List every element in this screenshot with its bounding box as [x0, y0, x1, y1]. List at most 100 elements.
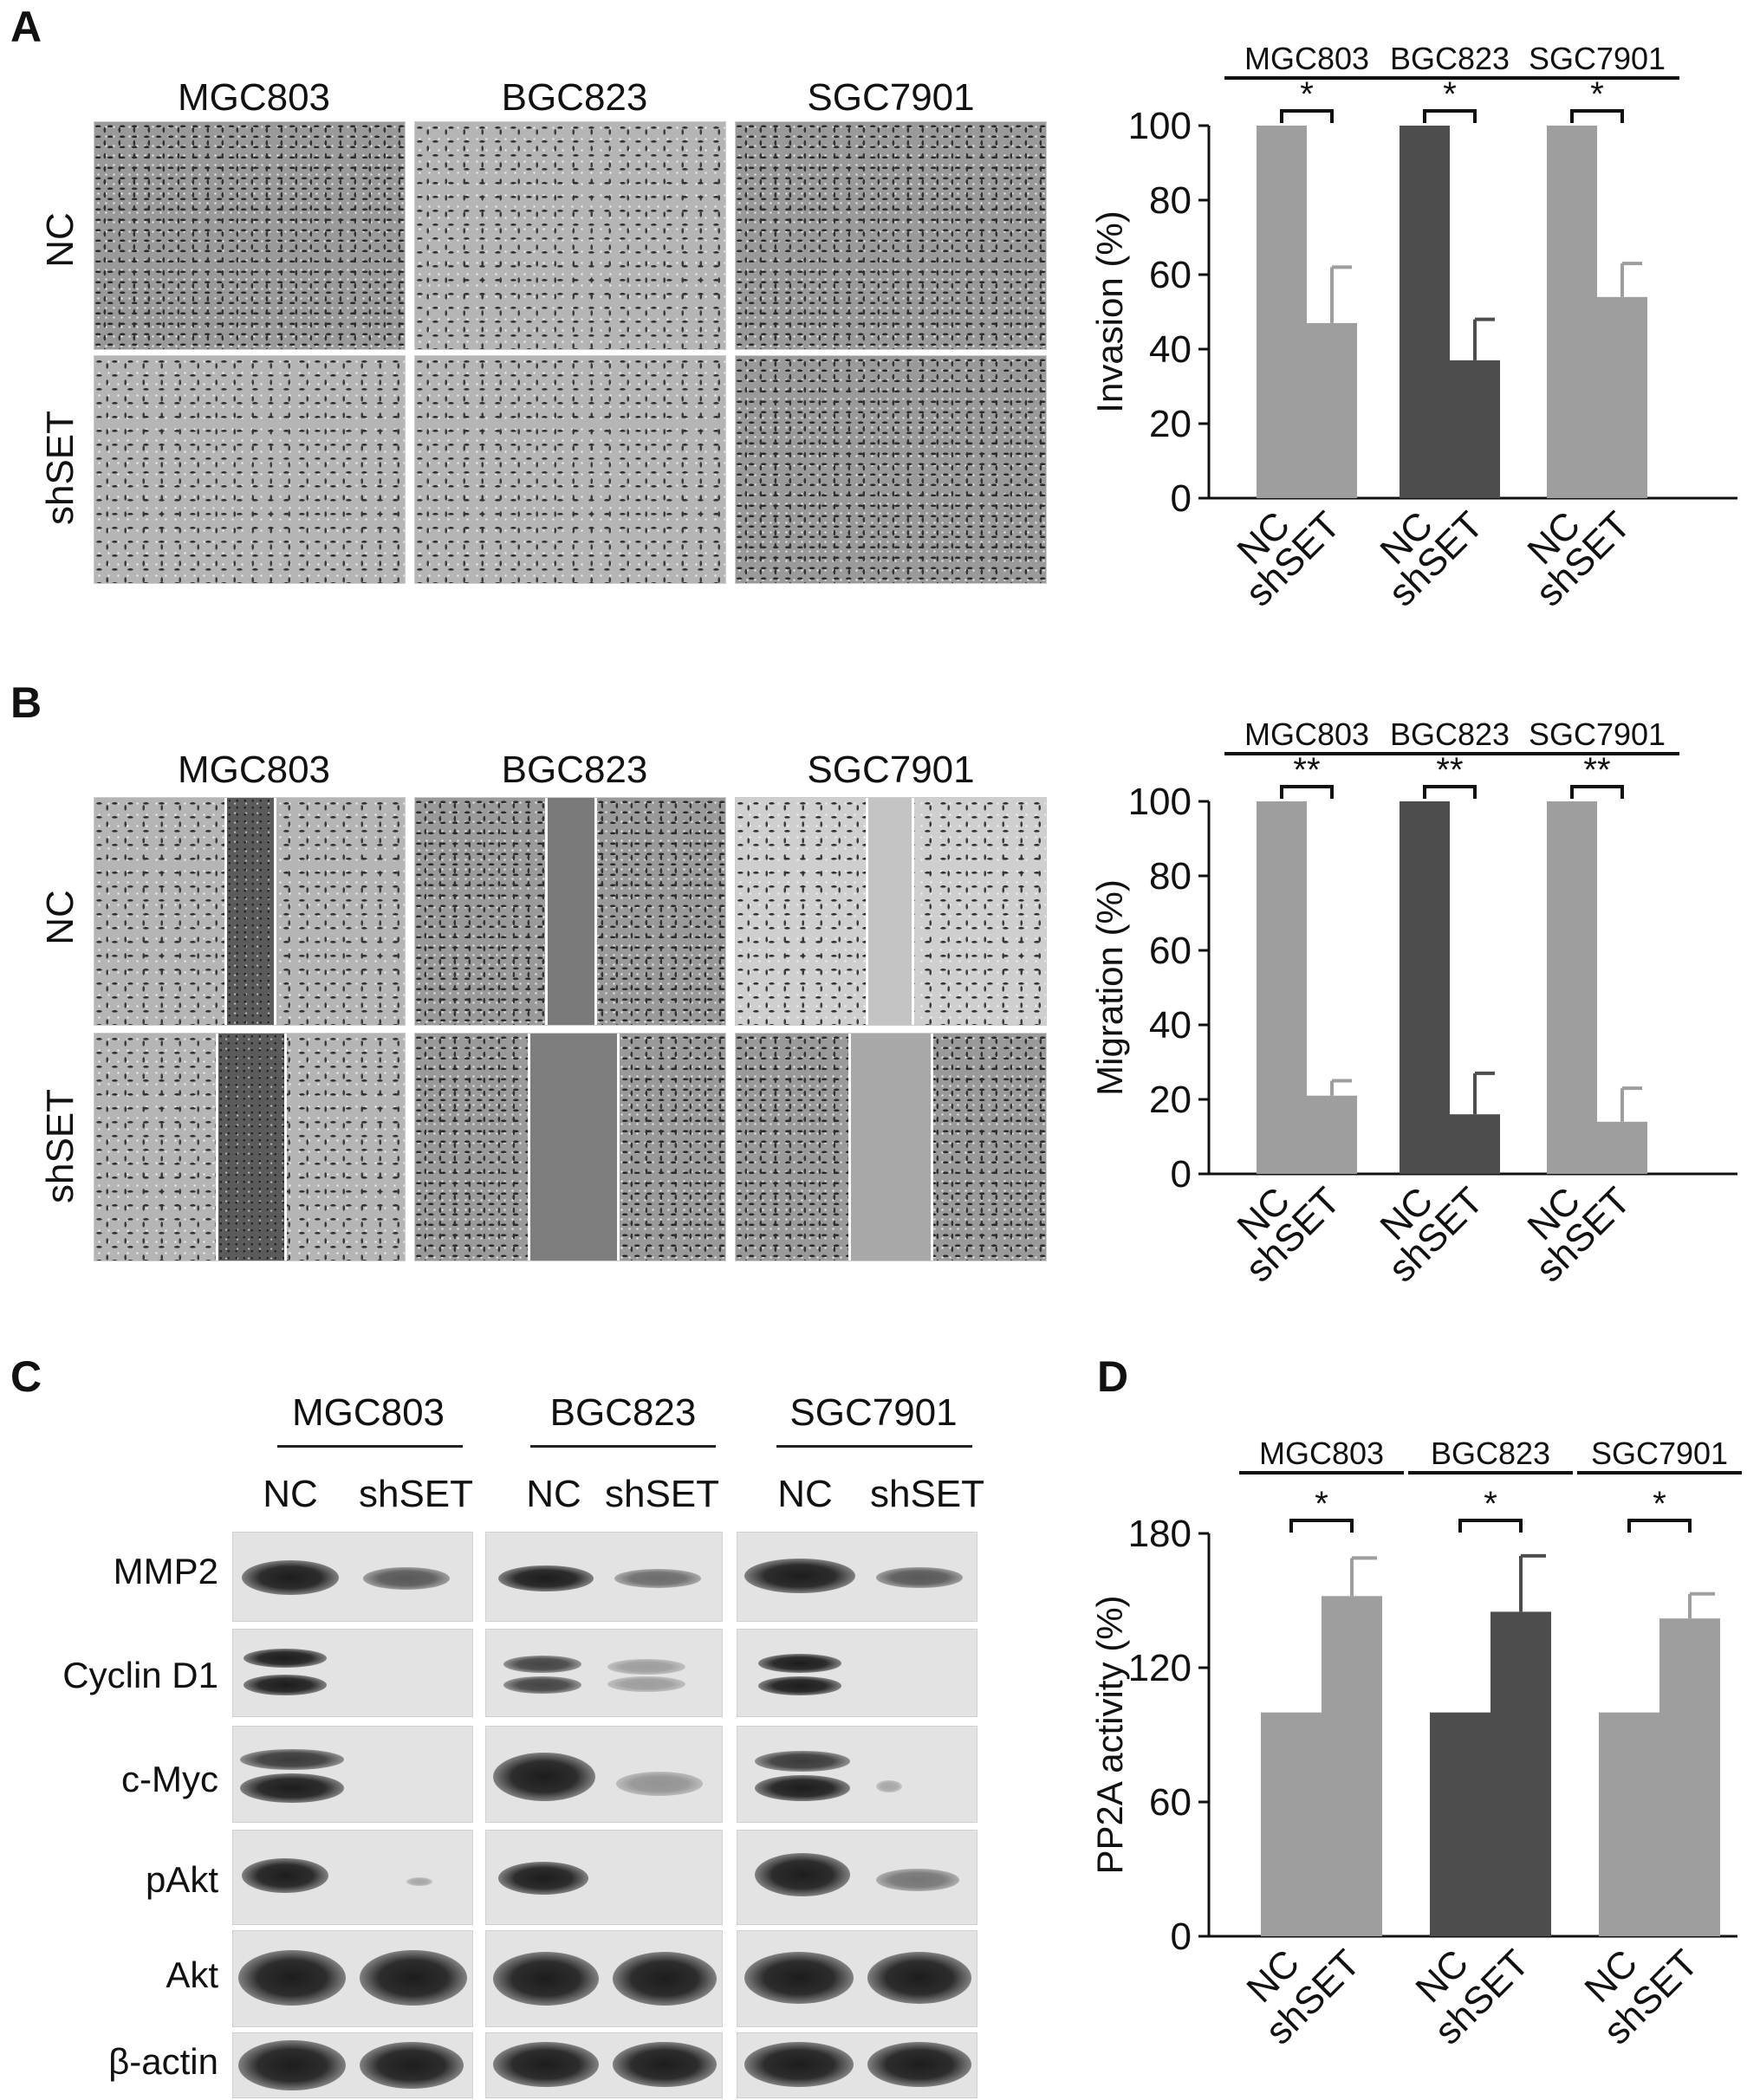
significance-bracket — [1280, 109, 1334, 123]
y-tick-label: 100 — [1128, 105, 1192, 147]
significance-bracket — [1458, 1519, 1523, 1533]
significance-bracket — [1280, 785, 1334, 799]
bar — [1257, 126, 1307, 498]
wound-image-sgc7901-nc — [735, 797, 1047, 1026]
blot-strip-akt-bgc823 — [485, 1930, 723, 2027]
blot-strip-mmp2-sgc7901 — [737, 1532, 977, 1622]
blot-header-underline — [776, 1445, 972, 1448]
y-tick-label: 80 — [1149, 179, 1192, 222]
blot-strip-pakt-mgc803 — [232, 1830, 473, 1925]
group-label: BGC823 — [1431, 1436, 1550, 1471]
blot-header-underline — [530, 1445, 716, 1448]
significance-marker: * — [1590, 75, 1604, 113]
blot-header-underline — [277, 1445, 463, 1448]
invasion-image-mgc803-nc — [94, 121, 406, 350]
significance-marker: * — [1300, 75, 1314, 113]
blot-strip-c-myc-bgc823 — [485, 1726, 723, 1823]
wound-image-mgc803-shset — [94, 1033, 406, 1261]
row-label-nc: NC — [39, 890, 81, 945]
significance-bracket — [1627, 1519, 1692, 1533]
group-label: SGC7901 — [1591, 1436, 1728, 1471]
blot-strip-cyclin-d1-bgc823 — [485, 1629, 723, 1717]
blot-header-bgc823: BGC823 — [549, 1391, 697, 1434]
y-tick-label: 20 — [1149, 403, 1192, 445]
significance-bracket — [1570, 785, 1624, 799]
significance-marker: * — [1484, 1485, 1497, 1523]
invasion-image-sgc7901-shset — [735, 355, 1047, 584]
blot-strip-beta-actin-bgc823 — [485, 2032, 723, 2098]
image-header-mgc803: MGC803 — [177, 76, 331, 119]
image-header-mgc803: MGC803 — [177, 749, 331, 791]
blot-strip-cyclin-d1-mgc803 — [232, 1629, 473, 1717]
image-header-bgc823: BGC823 — [501, 76, 648, 119]
lane-label-shset: shSET — [358, 1473, 474, 1515]
y-tick-label: 0 — [1171, 1915, 1192, 1958]
bar — [1490, 1611, 1551, 1936]
significance-marker: * — [1443, 75, 1457, 113]
bar — [1597, 296, 1647, 498]
lane-label-shset: shSET — [869, 1473, 985, 1515]
group-label: MGC803 — [1259, 1436, 1384, 1471]
y-tick-label: 40 — [1149, 328, 1192, 371]
image-header-sgc7901: SGC7901 — [807, 749, 975, 791]
y-tick-label: 40 — [1149, 1004, 1192, 1047]
row-label-shset: shSET — [39, 1088, 81, 1204]
lane-label-nc: NC — [526, 1473, 581, 1515]
blot-strip-pakt-bgc823 — [485, 1830, 723, 1925]
blot-strip-cyclin-d1-sgc7901 — [737, 1629, 977, 1717]
y-tick-label: 100 — [1128, 781, 1192, 823]
group-label: BGC823 — [1390, 41, 1510, 76]
invasion-image-bgc823-shset — [414, 355, 726, 584]
group-label: SGC7901 — [1529, 41, 1666, 76]
lane-label-nc: NC — [777, 1473, 833, 1515]
group-label: SGC7901 — [1529, 716, 1666, 752]
blot-strip-mmp2-bgc823 — [485, 1532, 723, 1622]
group-label: MGC803 — [1244, 41, 1369, 76]
significance-marker: * — [1315, 1485, 1328, 1523]
invasion-image-mgc803-shset — [94, 355, 406, 584]
bar — [1307, 1095, 1357, 1174]
blot-strip-c-myc-mgc803 — [232, 1726, 473, 1823]
wound-image-sgc7901-shset — [735, 1033, 1047, 1261]
row-label-shset: shSET — [39, 410, 81, 526]
wound-image-bgc823-shset — [414, 1033, 726, 1261]
wound-image-bgc823-nc — [414, 797, 726, 1026]
y-tick-label: 60 — [1149, 1781, 1192, 1824]
bar — [1450, 360, 1500, 498]
panel-letter-a: A — [10, 3, 42, 51]
protein-label-beta-actin: β-actin — [108, 2041, 218, 2082]
y-tick-label: 20 — [1149, 1079, 1192, 1121]
blot-strip-akt-sgc7901 — [737, 1930, 977, 2027]
panel-letter-c: C — [10, 1352, 42, 1401]
blot-strip-c-myc-sgc7901 — [737, 1726, 977, 1823]
significance-bracket — [1289, 1519, 1354, 1533]
row-label-nc: NC — [39, 212, 81, 268]
bar — [1430, 1712, 1490, 1936]
significance-bracket — [1570, 109, 1624, 123]
significance-marker: ** — [1436, 751, 1463, 789]
blot-header-sgc7901: SGC7901 — [789, 1391, 958, 1434]
bar — [1450, 1114, 1500, 1174]
blot-strip-beta-actin-mgc803 — [232, 2032, 473, 2098]
wound-image-mgc803-nc — [94, 797, 406, 1026]
image-header-bgc823: BGC823 — [501, 749, 648, 791]
protein-label-mmp2: MMP2 — [113, 1551, 218, 1591]
y-tick-label: 0 — [1171, 477, 1192, 520]
bar — [1547, 801, 1597, 1174]
y-axis-label: Migration (%) — [1089, 879, 1130, 1096]
group-label: BGC823 — [1390, 716, 1510, 752]
y-tick-label: 80 — [1149, 855, 1192, 898]
bar — [1659, 1618, 1720, 1936]
significance-marker: ** — [1293, 751, 1320, 789]
bar — [1547, 126, 1597, 498]
image-header-sgc7901: SGC7901 — [807, 76, 975, 119]
y-axis-label: PP2A activity (%) — [1089, 1595, 1130, 1874]
bar — [1599, 1712, 1659, 1936]
protein-label-akt: Akt — [166, 1954, 218, 1995]
significance-marker: * — [1653, 1485, 1666, 1523]
invasion-image-bgc823-nc — [414, 121, 726, 350]
y-tick-label: 60 — [1149, 254, 1192, 296]
